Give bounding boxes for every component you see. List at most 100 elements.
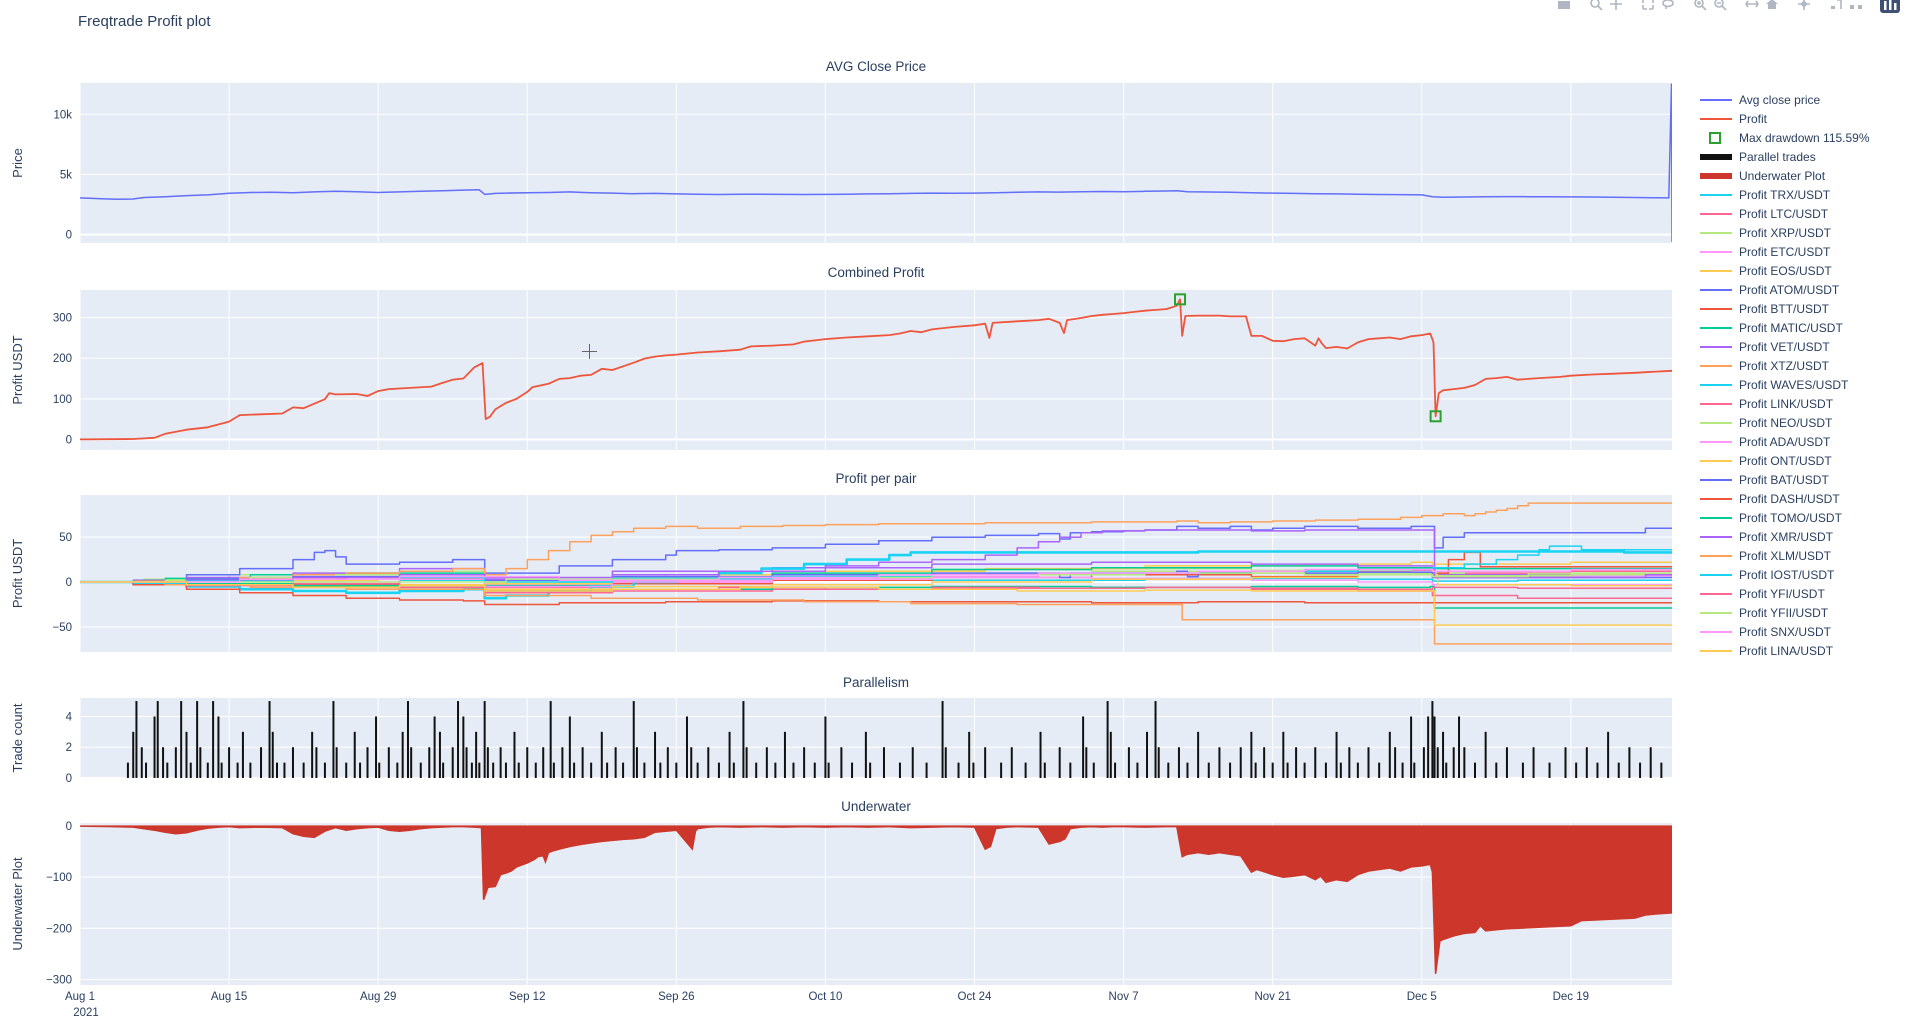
trade-count-bar — [1282, 731, 1285, 778]
hover-compare-icon[interactable] — [1846, 0, 1866, 14]
trade-count-bar — [1505, 747, 1508, 778]
trade-count-bar — [1607, 731, 1610, 778]
legend-item-profit-waves-usdt[interactable]: Profit WAVES/USDT — [1700, 375, 1870, 394]
autoscale-icon[interactable] — [1742, 0, 1762, 14]
trade-count-bar — [1271, 762, 1274, 778]
legend-swatch-icon — [1700, 592, 1732, 595]
legend-item-profit-xrp-usdt[interactable]: Profit XRP/USDT — [1700, 223, 1870, 242]
trade-count-bar — [869, 762, 872, 778]
trade-count-bar — [1339, 762, 1342, 778]
trade-count-bar — [1286, 762, 1289, 778]
zoom-in-icon[interactable] — [1690, 0, 1710, 14]
legend-item-profit-iost-usdt[interactable]: Profit IOST/USDT — [1700, 565, 1870, 584]
trade-count-bar — [1639, 762, 1642, 778]
legend-label: Profit ETC/USDT — [1739, 244, 1831, 259]
legend-label: Profit IOST/USDT — [1739, 567, 1835, 582]
legend-item-profit-etc-usdt[interactable]: Profit ETC/USDT — [1700, 242, 1870, 261]
lasso-icon[interactable] — [1658, 0, 1678, 14]
legend-item-max-drawdown-115-59-[interactable]: Max drawdown 115.59% — [1700, 128, 1870, 147]
legend-item-profit-eos-usdt[interactable]: Profit EOS/USDT — [1700, 261, 1870, 280]
legend-item-profit-xlm-usdt[interactable]: Profit XLM/USDT — [1700, 546, 1870, 565]
legend-item-profit-ont-usdt[interactable]: Profit ONT/USDT — [1700, 451, 1870, 470]
legend-item-profit-yfi-usdt[interactable]: Profit YFI/USDT — [1700, 584, 1870, 603]
legend-item-profit-matic-usdt[interactable]: Profit MATIC/USDT — [1700, 318, 1870, 337]
legend-item-parallel-trades[interactable]: Parallel trades — [1700, 147, 1870, 166]
legend-item-profit-ada-usdt[interactable]: Profit ADA/USDT — [1700, 432, 1870, 451]
legend-item-profit-link-usdt[interactable]: Profit LINK/USDT — [1700, 394, 1870, 413]
x-tick-label: Sep 26 — [658, 991, 694, 1003]
legend-item-profit-neo-usdt[interactable]: Profit NEO/USDT — [1700, 413, 1870, 432]
zoom-icon[interactable] — [1586, 0, 1606, 14]
legend-item-profit-trx-usdt[interactable]: Profit TRX/USDT — [1700, 185, 1870, 204]
trade-count-bar — [135, 701, 138, 778]
y-tick-label: 0 — [66, 773, 72, 785]
trade-count-bar — [1532, 747, 1535, 778]
spikeline-icon[interactable] — [1794, 0, 1814, 14]
plotly-logo[interactable] — [1880, 0, 1900, 14]
legend-item-profit-xtz-usdt[interactable]: Profit XTZ/USDT — [1700, 356, 1870, 375]
legend-item-avg-close-price[interactable]: Avg close price — [1700, 90, 1870, 109]
trade-count-bar — [1136, 762, 1139, 778]
trade-count-bar — [1043, 762, 1046, 778]
pan-icon[interactable] — [1606, 0, 1626, 14]
trade-count-bar — [774, 762, 777, 778]
trade-count-bar — [690, 747, 693, 778]
legend-item-underwater-plot[interactable]: Underwater Plot — [1700, 166, 1870, 185]
subplot-bg[interactable] — [80, 290, 1672, 450]
y-tick-label: 100 — [53, 394, 72, 406]
series-profit-eos-usdt — [80, 561, 1672, 586]
trade-count-bar — [742, 701, 745, 778]
trade-count-bar — [1207, 762, 1210, 778]
trade-count-bar — [241, 731, 244, 778]
trade-count-bar — [1452, 747, 1455, 778]
legend-item-profit-dash-usdt[interactable]: Profit DASH/USDT — [1700, 489, 1870, 508]
trade-count-bar — [864, 731, 867, 778]
trade-count-bar — [1229, 762, 1232, 778]
legend-item-profit-btt-usdt[interactable]: Profit BTT/USDT — [1700, 299, 1870, 318]
zoom-out-icon[interactable] — [1710, 0, 1730, 14]
trade-count-bar — [475, 731, 478, 778]
box-select-icon[interactable] — [1638, 0, 1658, 14]
trade-count-bar — [707, 747, 710, 778]
legend-label: Profit ADA/USDT — [1739, 434, 1831, 449]
trade-count-bar — [291, 747, 294, 778]
legend-swatch-icon — [1700, 421, 1732, 424]
trade-count-bar — [1521, 762, 1524, 778]
legend-item-profit-yfii-usdt[interactable]: Profit YFII/USDT — [1700, 603, 1870, 622]
legend-swatch-icon — [1700, 250, 1732, 253]
trade-count-bar — [654, 731, 657, 778]
series-profit-yfii-usdt — [80, 572, 1672, 583]
legend-item-profit-bat-usdt[interactable]: Profit BAT/USDT — [1700, 470, 1870, 489]
legend-item-profit-xmr-usdt[interactable]: Profit XMR/USDT — [1700, 527, 1870, 546]
trade-count-bar — [378, 762, 381, 778]
legend-swatch-icon — [1700, 649, 1732, 652]
legend-item-profit-atom-usdt[interactable]: Profit ATOM/USDT — [1700, 280, 1870, 299]
trade-count-bar — [882, 747, 885, 778]
trade-count-bar — [659, 762, 662, 778]
trade-count-bar — [1388, 731, 1391, 778]
legend-item-profit-ltc-usdt[interactable]: Profit LTC/USDT — [1700, 204, 1870, 223]
trade-count-bar — [442, 762, 445, 778]
legend-item-profit-snx-usdt[interactable]: Profit SNX/USDT — [1700, 622, 1870, 641]
trade-count-bar — [606, 762, 609, 778]
legend-item-profit[interactable]: Profit — [1700, 109, 1870, 128]
legend-swatch-icon — [1700, 193, 1732, 196]
legend-item-profit-vet-usdt[interactable]: Profit VET/USDT — [1700, 337, 1870, 356]
reset-axes-icon[interactable] — [1762, 0, 1782, 14]
subplot-title: Parallelism — [843, 675, 909, 690]
legend-swatch-icon — [1700, 307, 1732, 310]
trade-count-bar — [189, 762, 192, 778]
legend-item-profit-lina-usdt[interactable]: Profit LINA/USDT — [1700, 641, 1870, 660]
trade-count-bar — [561, 747, 564, 778]
subplot-bg[interactable] — [80, 83, 1672, 243]
trade-count-bar — [1660, 762, 1663, 778]
trade-count-bar — [1324, 762, 1327, 778]
trade-count-bar — [335, 747, 338, 778]
legend-label: Profit ONT/USDT — [1739, 453, 1832, 468]
hover-closest-icon[interactable] — [1826, 0, 1846, 14]
camera-icon[interactable] — [1554, 0, 1574, 14]
legend-item-profit-tomo-usdt[interactable]: Profit TOMO/USDT — [1700, 508, 1870, 527]
y-axis-title: Profit USDT — [10, 335, 25, 404]
